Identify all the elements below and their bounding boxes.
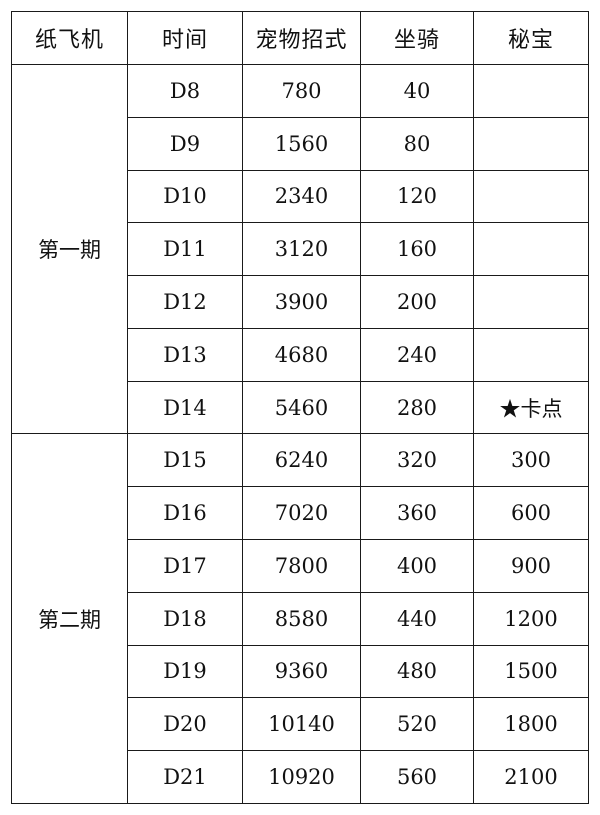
header-treasure: 秘宝 xyxy=(473,11,589,65)
pet-skill-cell: 2340 xyxy=(242,169,361,224)
mount-cell: 240 xyxy=(360,327,474,382)
mount-cell: 200 xyxy=(360,275,474,329)
pet-skill-cell: 4680 xyxy=(242,327,361,382)
day-cell: D20 xyxy=(127,697,243,752)
mount-cell: 280 xyxy=(360,380,474,435)
pet-skill-cell: 9360 xyxy=(242,644,361,699)
treasure-cell: 1200 xyxy=(473,591,589,646)
day-cell: D15 xyxy=(127,433,243,488)
treasure-cell: 900 xyxy=(473,539,589,593)
table-row: D20 10140 520 1800 xyxy=(12,697,589,752)
mount-cell: 80 xyxy=(360,116,474,171)
treasure-cell: 1800 xyxy=(473,697,589,752)
period-label: 第一期 xyxy=(11,63,128,435)
table-row: D13 4680 240 xyxy=(12,327,589,382)
pet-skill-cell: 5460 xyxy=(242,380,361,435)
treasure-cell: 600 xyxy=(473,486,589,541)
treasure-cell xyxy=(473,116,589,171)
mount-cell: 360 xyxy=(360,486,474,541)
header-row: 纸飞机 时间 宠物招式 坐骑 秘宝 xyxy=(11,11,589,65)
period-label: 第二期 xyxy=(11,433,128,804)
table-row: D11 3120 160 xyxy=(12,222,589,277)
day-cell: D18 xyxy=(127,591,243,646)
header-mount: 坐骑 xyxy=(360,11,474,65)
treasure-cell xyxy=(473,275,589,329)
treasure-cell: 1500 xyxy=(473,644,589,699)
day-cell: D9 xyxy=(127,116,243,171)
pet-skill-cell: 3900 xyxy=(242,275,361,329)
table-row: 第一期 D8 780 40 xyxy=(11,63,589,435)
day-cell: D14 xyxy=(127,380,243,435)
treasure-cell xyxy=(473,64,589,118)
mount-cell: 160 xyxy=(360,222,474,277)
table-row: D12 3900 200 xyxy=(12,275,589,329)
mount-cell: 560 xyxy=(360,750,474,804)
treasure-cell: ★卡点 xyxy=(473,380,589,435)
pet-skill-cell: 1560 xyxy=(242,116,361,171)
table-row: D14 5460 280 ★卡点 xyxy=(12,380,589,435)
schedule-table: 纸飞机 时间 宠物招式 坐骑 秘宝 第一期 D8 780 40 D9 1560 80 D10 2… xyxy=(11,11,589,804)
treasure-cell: 300 xyxy=(473,433,589,488)
day-cell: D8 xyxy=(127,64,243,118)
pet-skill-cell: 6240 xyxy=(242,433,361,488)
day-cell: D10 xyxy=(127,169,243,224)
day-cell: D13 xyxy=(127,327,243,382)
day-cell: D11 xyxy=(127,222,243,277)
day-cell: D17 xyxy=(127,539,243,593)
mount-cell: 400 xyxy=(360,539,474,593)
table-row: D19 9360 480 1500 xyxy=(12,644,589,699)
pet-skill-cell: 780 xyxy=(242,64,361,118)
pet-skill-cell: 7800 xyxy=(242,539,361,593)
day-cell: D12 xyxy=(127,275,243,329)
day-cell: D19 xyxy=(127,644,243,699)
treasure-cell xyxy=(473,222,589,277)
treasure-cell xyxy=(473,169,589,224)
mount-cell: 440 xyxy=(360,591,474,646)
header-time: 时间 xyxy=(127,11,243,65)
pet-skill-cell: 8580 xyxy=(242,591,361,646)
mount-cell: 480 xyxy=(360,644,474,699)
table-row: D21 10920 560 2100 xyxy=(12,750,589,804)
mount-cell: 40 xyxy=(360,64,474,118)
header-plane: 纸飞机 xyxy=(11,11,128,65)
treasure-cell xyxy=(473,327,589,382)
header-pet-skill: 宠物招式 xyxy=(242,11,361,65)
pet-skill-cell: 7020 xyxy=(242,486,361,541)
table-row: D10 2340 120 xyxy=(12,169,589,224)
table-row: D16 7020 360 600 xyxy=(12,486,589,541)
pet-skill-cell: 3120 xyxy=(242,222,361,277)
day-cell: D16 xyxy=(127,486,243,541)
mount-cell: 520 xyxy=(360,697,474,752)
day-cell: D21 xyxy=(127,750,243,804)
pet-skill-cell: 10140 xyxy=(242,697,361,752)
table-row: 第二期 D15 6240 320 300 xyxy=(11,433,589,804)
treasure-cell: 2100 xyxy=(473,750,589,804)
pet-skill-cell: 10920 xyxy=(242,750,361,804)
mount-cell: 120 xyxy=(360,169,474,224)
mount-cell: 320 xyxy=(360,433,474,488)
